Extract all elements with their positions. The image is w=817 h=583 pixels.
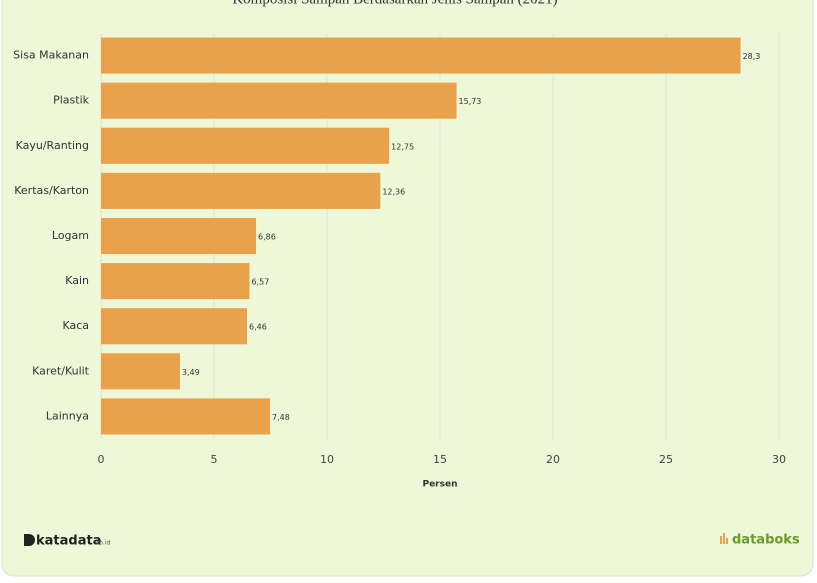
bar xyxy=(101,172,381,209)
data-label: 3,49 xyxy=(182,368,200,377)
data-label: 6,86 xyxy=(258,233,276,242)
bar xyxy=(101,353,180,390)
bar xyxy=(101,127,390,164)
y-tick-label: Kertas/Karton xyxy=(14,184,89,197)
y-tick-label: Sisa Makanan xyxy=(13,49,89,62)
bar xyxy=(101,82,457,119)
data-label: 7,48 xyxy=(272,413,290,422)
x-tick-label: 25 xyxy=(659,453,673,466)
data-label: 6,57 xyxy=(251,278,269,287)
y-tick-label: Kaca xyxy=(62,319,89,332)
bar xyxy=(101,37,741,74)
data-label: 28,3 xyxy=(743,52,761,61)
x-tick-label: 10 xyxy=(320,453,334,466)
bar xyxy=(101,263,250,300)
brand-icon xyxy=(24,534,35,546)
source-logo: databoks xyxy=(720,533,800,548)
brand-name: katadata xyxy=(36,534,101,549)
brand-suffix: co.id xyxy=(96,540,110,547)
y-tick-label: Kain xyxy=(65,274,89,287)
chart-title: Komposisi Sampah Berdasarkan Jenis Sampa… xyxy=(232,0,557,7)
bar xyxy=(101,398,271,435)
y-tick-label: Kayu/Ranting xyxy=(16,139,89,152)
source-icon xyxy=(720,533,728,544)
x-tick-label: 30 xyxy=(772,453,786,466)
x-axis-label: Persen xyxy=(422,480,457,490)
bar xyxy=(101,308,247,345)
x-tick-label: 20 xyxy=(546,453,560,466)
data-label: 12,75 xyxy=(391,142,414,151)
y-tick-label: Plastik xyxy=(53,94,90,107)
data-label: 12,36 xyxy=(382,187,405,196)
y-tick-label: Lainnya xyxy=(46,409,89,422)
source-name: databoks xyxy=(732,533,800,548)
brand-logo: katadata co.id xyxy=(24,534,110,549)
bar xyxy=(101,217,257,255)
data-label: 6,46 xyxy=(249,323,267,332)
y-tick-label: Logam xyxy=(52,229,89,242)
data-label: 15,73 xyxy=(458,97,481,106)
x-tick-label: 5 xyxy=(211,453,218,466)
y-tick-label: Karet/Kulit xyxy=(32,364,90,377)
x-tick-label: 0 xyxy=(98,453,105,466)
x-tick-label: 15 xyxy=(433,453,447,466)
